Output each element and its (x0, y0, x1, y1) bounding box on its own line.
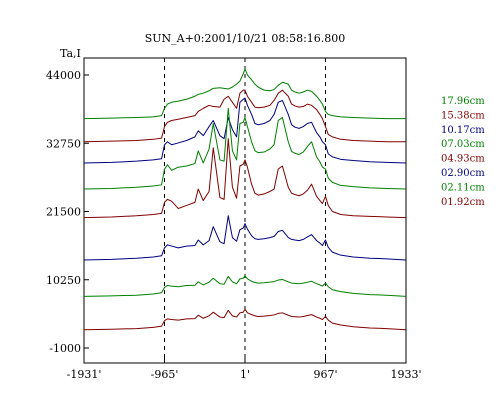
legend-entry-6: 02.11cm (441, 182, 485, 193)
legend-entry-7: 01.92cm (441, 197, 485, 208)
series-line-6 (83, 275, 407, 297)
legend-entry-2: 10.17cm (441, 125, 485, 136)
y-axis-label: Ta,I (60, 47, 81, 60)
chart-title: SUN_A+0:2001/10/21 08:58:16.800 (145, 32, 346, 45)
series-line-2 (83, 97, 407, 164)
series-line-3 (83, 107, 407, 190)
legend-entry-4: 04.93cm (441, 154, 485, 165)
legend-entry-3: 07.03cm (441, 139, 485, 150)
x-tick-label-2: 1' (240, 368, 250, 381)
legend: 17.96cm 15.38cm 10.17cm 07.03cm 04.93cm 02.90… (441, 96, 485, 208)
y-axis: 44000 32750 21500 10250 -1000 (46, 69, 89, 355)
reference-lines (164, 58, 326, 363)
x-tick-label-1: -965' (151, 368, 179, 381)
x-tick-label-4: 1933' (390, 368, 421, 381)
x-tick-label-3: 967' (313, 368, 337, 381)
series-line-0 (83, 68, 406, 120)
series-line-7 (83, 308, 407, 331)
x-axis: -1931' -965' 1' 967' 1933' (67, 358, 422, 381)
y-tick-label-2: 21500 (46, 206, 81, 219)
series-line-1 (83, 89, 406, 143)
series-group (83, 68, 407, 331)
series-line-4 (83, 138, 407, 219)
y-tick-label-0: 44000 (46, 69, 81, 82)
y-tick-label-4: -1000 (49, 342, 81, 355)
series-line-5 (83, 215, 407, 261)
legend-entry-1: 15.38cm (441, 110, 485, 121)
y-tick-label-3: 10250 (46, 274, 81, 287)
y-tick-label-1: 32750 (46, 137, 81, 150)
x-tick-label-0: -1931' (67, 368, 102, 381)
legend-entry-5: 02.90cm (441, 168, 485, 179)
legend-entry-0: 17.96cm (441, 96, 485, 107)
